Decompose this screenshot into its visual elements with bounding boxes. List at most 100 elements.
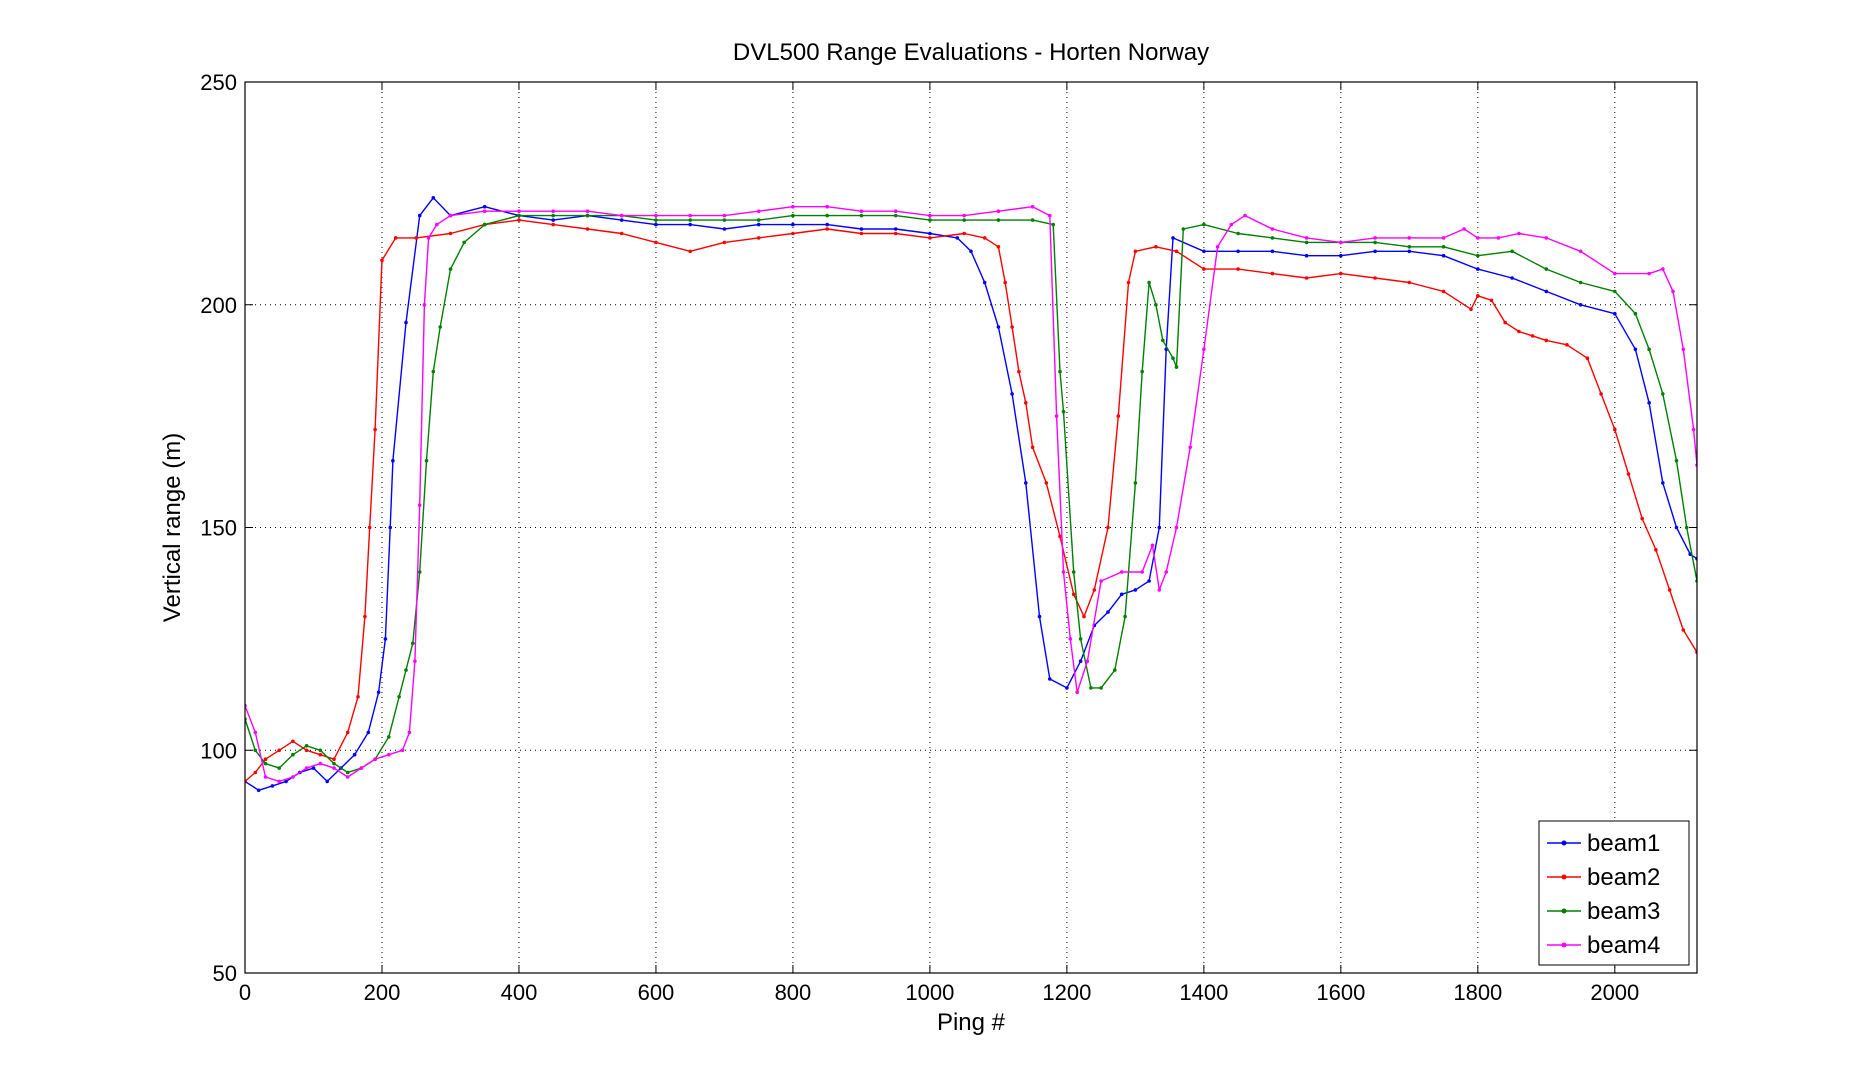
data-point-beam2	[1681, 628, 1686, 632]
data-point-beam1	[1339, 253, 1343, 258]
data-point-beam4	[1373, 236, 1377, 240]
data-point-beam2	[756, 236, 761, 240]
data-point-beam3	[1089, 686, 1093, 690]
data-point-beam3	[722, 218, 727, 222]
data-point-beam1	[270, 784, 275, 788]
data-point-beam2	[1154, 245, 1158, 249]
data-point-beam2	[1469, 307, 1473, 312]
data-point-beam3	[1099, 686, 1103, 690]
data-point-beam4	[1061, 570, 1066, 574]
data-point-beam3	[411, 641, 415, 646]
data-point-beam3	[1270, 236, 1275, 240]
data-point-beam4	[1681, 347, 1686, 352]
x-tick-label: 600	[638, 980, 675, 1005]
data-point-beam4	[1613, 271, 1617, 276]
data-point-beam1	[619, 218, 624, 222]
data-point-beam3	[1171, 356, 1175, 361]
data-point-beam3	[448, 267, 453, 271]
data-point-beam4	[1229, 222, 1234, 227]
data-point-beam2	[1613, 427, 1617, 432]
data-point-beam2	[1126, 280, 1131, 285]
data-point-beam1	[482, 204, 487, 209]
data-point-beam4	[413, 659, 417, 663]
data-point-beam1	[1119, 592, 1124, 597]
data-point-beam2	[1116, 414, 1121, 418]
data-point-beam1	[1578, 303, 1583, 307]
data-point-beam2	[1003, 280, 1007, 285]
legend-label: beam2	[1587, 864, 1660, 891]
data-point-beam2	[1626, 472, 1631, 476]
legend-marker	[1561, 908, 1567, 914]
data-point-beam3	[263, 761, 268, 766]
data-point-beam3	[332, 761, 336, 766]
data-point-beam3	[1181, 227, 1186, 231]
data-point-beam3	[1140, 369, 1144, 374]
data-point-beam1	[1024, 481, 1028, 485]
x-tick-label: 1800	[1453, 980, 1502, 1005]
data-point-beam1	[1441, 253, 1446, 258]
data-point-beam3	[688, 218, 692, 222]
data-point-beam4	[1085, 659, 1090, 663]
data-point-beam4	[1164, 570, 1168, 574]
x-tick-label: 1400	[1179, 980, 1228, 1005]
data-point-beam2	[1476, 294, 1480, 298]
data-point-beam1	[352, 752, 357, 757]
data-point-beam1	[1157, 525, 1162, 530]
data-point-beam2	[1270, 271, 1275, 276]
data-point-beam2	[277, 748, 282, 753]
data-point-beam2	[1585, 356, 1590, 361]
data-point-beam1	[383, 637, 388, 641]
data-point-beam3	[1476, 253, 1480, 258]
data-point-beam2	[356, 695, 360, 699]
y-tick-label: 100	[200, 738, 237, 763]
data-point-beam4	[359, 766, 364, 770]
data-point-beam3	[438, 325, 443, 329]
data-point-beam2	[1654, 548, 1658, 552]
data-point-beam2	[585, 227, 590, 231]
y-tick-label: 200	[200, 293, 237, 318]
data-point-beam1	[1037, 614, 1042, 619]
data-point-beam2	[1030, 445, 1035, 450]
data-point-beam1	[325, 779, 330, 784]
data-point-beam2	[1106, 525, 1110, 530]
data-point-beam4	[1099, 579, 1103, 583]
data-point-beam1	[1407, 249, 1412, 254]
data-point-beam3	[397, 695, 401, 699]
data-point-beam1	[431, 196, 436, 200]
x-tick-label: 0	[239, 980, 251, 1005]
data-point-beam4	[688, 213, 692, 218]
data-point-beam1	[1304, 253, 1309, 258]
data-point-beam1	[1661, 481, 1665, 485]
data-point-beam2	[722, 240, 727, 245]
data-point-beam3	[1647, 347, 1651, 352]
data-point-beam2	[393, 236, 398, 240]
series-beam3	[245, 213, 1697, 775]
series-beam2	[245, 218, 1697, 784]
data-point-beam2	[791, 231, 795, 236]
data-point-beam4	[387, 752, 391, 757]
y-tick-label: 250	[200, 70, 237, 95]
data-point-beam1	[376, 690, 381, 695]
data-point-beam2	[1017, 369, 1021, 374]
data-point-beam4	[1339, 240, 1343, 245]
data-point-beam4	[996, 209, 1001, 213]
data-point-beam4	[435, 222, 439, 227]
data-point-beam2	[1058, 534, 1062, 539]
data-point-beam4	[619, 213, 624, 218]
data-point-beam4	[332, 766, 336, 770]
data-point-beam4	[1441, 236, 1446, 240]
data-point-beam3	[859, 213, 864, 218]
data-point-beam4	[1661, 267, 1665, 271]
data-point-beam1	[1476, 267, 1480, 271]
data-point-beam2	[1339, 271, 1343, 276]
data-point-beam4	[1578, 249, 1583, 254]
data-point-beam4	[291, 775, 295, 779]
legend-marker	[1561, 840, 1567, 846]
data-point-beam3	[551, 213, 555, 218]
data-point-beam4	[893, 209, 898, 213]
data-point-beam2	[1133, 249, 1138, 254]
data-point-beam1	[722, 227, 727, 231]
data-point-beam2	[1024, 401, 1028, 405]
data-point-beam2	[1640, 516, 1644, 521]
